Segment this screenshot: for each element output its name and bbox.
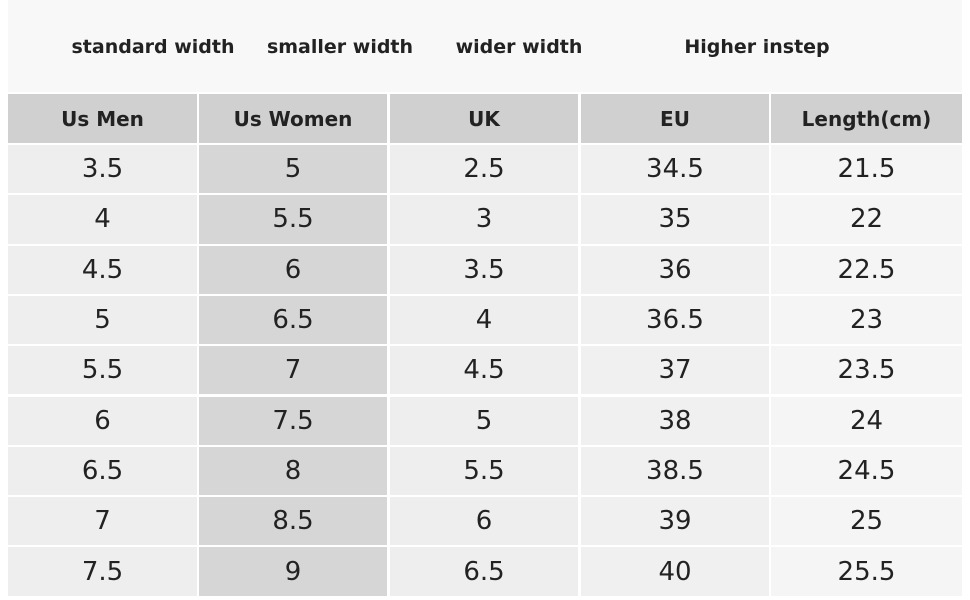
table-cell: 4	[8, 195, 197, 244]
table-cell: 4.5	[8, 245, 197, 294]
table-cell: 6.5	[199, 295, 387, 345]
table-cell: 6	[8, 396, 197, 445]
table-cell: 3	[390, 195, 578, 244]
table-cell: 34.5	[581, 145, 769, 194]
width-label: smaller width	[266, 36, 414, 58]
table-cell: 39	[581, 497, 769, 546]
table-cell: 5	[199, 145, 387, 194]
table-cell: 7.5	[199, 396, 387, 445]
table-cell: 22.5	[771, 245, 962, 294]
table-cell: 38	[581, 396, 769, 445]
table-cell: 25	[771, 497, 962, 546]
table-cell: 4	[390, 295, 578, 345]
table-cell: 21.5	[771, 145, 962, 194]
column-header: Us Men	[8, 94, 197, 143]
table-cell: 8.5	[199, 497, 387, 546]
table-cell: 23	[771, 295, 962, 345]
table-cell: 5	[390, 396, 578, 445]
table-cell: 3.5	[390, 245, 578, 294]
table-cell: 36	[581, 245, 769, 294]
table-cell: 7	[8, 497, 197, 546]
table-cell: 38.5	[581, 446, 769, 496]
table-cell: 5	[8, 295, 197, 345]
table-cell: 4.5	[390, 346, 578, 395]
table-cell: 2.5	[390, 145, 578, 194]
table-cell: 40	[581, 547, 769, 596]
table-cell: 6.5	[390, 547, 578, 596]
column-header: UK	[390, 94, 578, 143]
table-cell: 5.5	[390, 446, 578, 496]
table-cell: 23.5	[771, 346, 962, 395]
width-label: wider width	[455, 36, 583, 58]
table-cell: 3.5	[8, 145, 197, 194]
table-cell: 24.5	[771, 446, 962, 496]
table-cell: 25.5	[771, 547, 962, 596]
table-cell: 35	[581, 195, 769, 244]
table-cell: 22	[771, 195, 962, 244]
column-header: Length(cm)	[771, 94, 962, 143]
table-cell: 6	[199, 245, 387, 294]
table-cell: 36.5	[581, 295, 769, 345]
width-label: Higher instep	[684, 36, 830, 58]
table-cell: 6	[390, 497, 578, 546]
table-cell: 8	[199, 446, 387, 496]
table-cell: 7	[199, 346, 387, 395]
table-cell: 5.5	[199, 195, 387, 244]
table-cell: 7.5	[8, 547, 197, 596]
table-cell: 24	[771, 396, 962, 445]
table-cell: 5.5	[8, 346, 197, 395]
column-header: EU	[581, 94, 769, 143]
table-cell: 9	[199, 547, 387, 596]
width-label: standard width	[71, 36, 235, 58]
width-labels: standard width smaller width wider width Hi…	[8, 0, 962, 92]
column-header: Us Women	[199, 94, 387, 143]
table-cell: 6.5	[8, 446, 197, 496]
table-cell: 37	[581, 346, 769, 395]
